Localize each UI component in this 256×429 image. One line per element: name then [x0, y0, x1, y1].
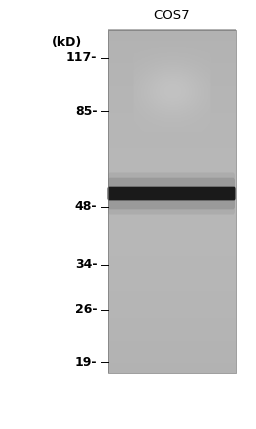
Bar [108, 30, 236, 373]
Text: 34-: 34- [75, 258, 97, 271]
FancyBboxPatch shape [108, 178, 235, 209]
FancyBboxPatch shape [108, 172, 235, 214]
Text: 85-: 85- [75, 105, 97, 118]
Text: (kD): (kD) [52, 36, 82, 49]
Text: COS7: COS7 [153, 9, 190, 21]
FancyBboxPatch shape [108, 187, 236, 200]
Text: 26-: 26- [75, 303, 97, 316]
Text: 48-: 48- [75, 200, 97, 214]
Text: 19-: 19- [75, 356, 97, 369]
Text: 117-: 117- [66, 51, 97, 64]
